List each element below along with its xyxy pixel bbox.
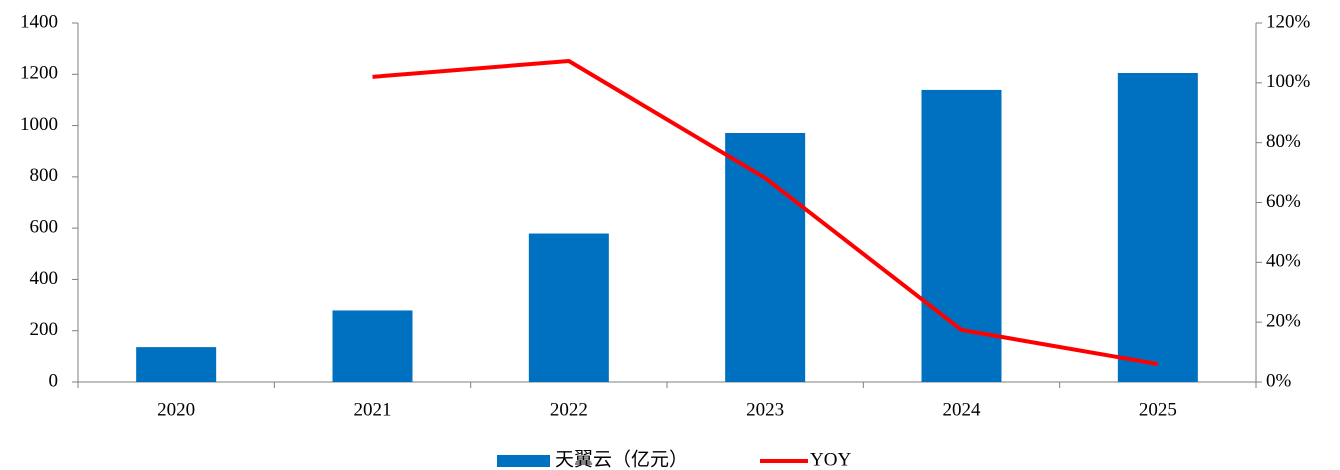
bar (725, 133, 806, 382)
x-tick-label: 2020 (157, 399, 195, 420)
y-tick-label: 800 (30, 165, 59, 186)
y-tick-label: 600 (30, 217, 59, 238)
y2-tick-label: 40% (1266, 251, 1301, 272)
x-tick-label: 2022 (550, 399, 588, 420)
bar (332, 310, 413, 382)
x-tick-label: 2021 (354, 399, 392, 420)
x-tick-label: 2025 (1139, 399, 1177, 420)
y2-tick-label: 20% (1266, 311, 1301, 332)
y2-tick-label: 80% (1266, 131, 1301, 152)
x-tick-label: 2024 (943, 399, 982, 420)
bar (1117, 73, 1198, 382)
y-tick-label: 200 (30, 319, 59, 340)
legend-label: 天翼云（亿元） (555, 448, 688, 470)
y-tick-label: 0 (49, 370, 59, 391)
bar (921, 89, 1002, 382)
y-tick-label: 400 (30, 268, 59, 289)
y-tick-label: 1000 (20, 114, 58, 135)
x-tick-label: 2023 (746, 399, 784, 420)
y2-tick-label: 0% (1266, 370, 1292, 391)
y-tick-label: 1200 (20, 63, 58, 84)
y-tick-label: 1400 (20, 11, 58, 32)
y2-tick-label: 60% (1266, 191, 1301, 212)
y2-tick-label: 120% (1266, 11, 1311, 32)
bar (528, 233, 609, 382)
legend-swatch (497, 455, 550, 467)
line (372, 58, 1159, 367)
bar (136, 347, 217, 382)
y2-tick-label: 100% (1266, 71, 1311, 92)
legend-label: YOY (810, 449, 851, 470)
